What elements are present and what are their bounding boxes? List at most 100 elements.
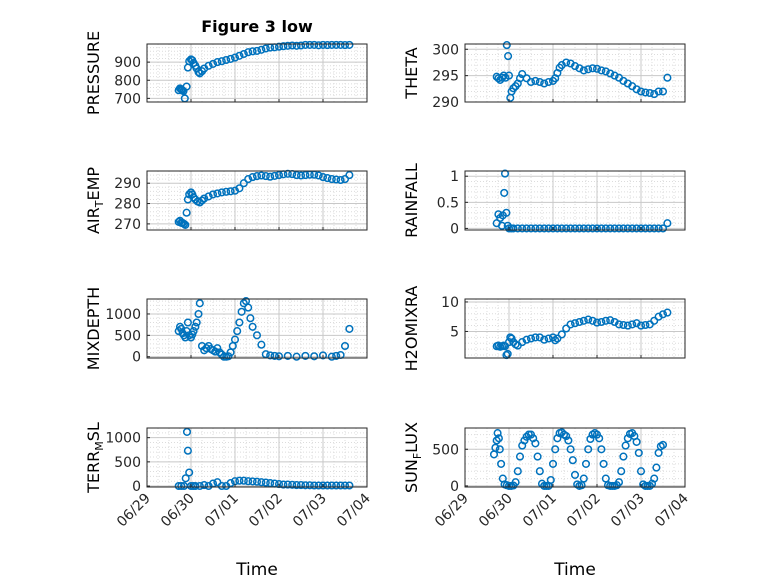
data-point [544, 224, 553, 233]
data-point [601, 316, 610, 325]
data-point [588, 224, 597, 233]
data-point [614, 320, 624, 329]
data-point [566, 320, 575, 329]
y-axis-label: H2OMIXRA [402, 286, 421, 372]
data-point [663, 73, 672, 82]
data-point [230, 53, 240, 62]
x-tick-label: 07/02 [564, 491, 604, 531]
data-point [332, 175, 341, 184]
data-point [584, 445, 593, 454]
data-point [597, 66, 606, 75]
data-point [235, 318, 244, 327]
data-point [248, 477, 257, 486]
data-point [540, 224, 549, 233]
x-tick-label: 07/01 [202, 491, 242, 531]
data-point [632, 85, 641, 94]
data-point [194, 309, 203, 319]
data-point [239, 49, 248, 59]
data-point [182, 82, 191, 91]
data-point [597, 317, 606, 327]
data-point [492, 436, 501, 445]
y-tick-label: 0 [450, 221, 459, 237]
data-point [551, 445, 560, 454]
data-point [497, 221, 507, 230]
y-tick-label: 500 [114, 455, 141, 471]
y-axis-label: SUNFLUX [402, 422, 424, 493]
y-axis-label: MIXDEPTH [84, 287, 103, 370]
data-point [663, 219, 672, 228]
subplot-6: 5 10 H2OMIXRA [402, 286, 686, 372]
data-point [553, 224, 562, 233]
data-point [174, 481, 183, 491]
data-point [601, 67, 610, 76]
data-point [336, 175, 345, 185]
subplot-4: 0 0.5 1 RAINFALL [402, 163, 686, 238]
data-point [500, 188, 509, 197]
data-point [185, 468, 194, 477]
subplot-7: 0 500 1000 06/29 06/30 07/01 07/02 07/03 07/04 TE… [84, 422, 374, 580]
data-point [235, 184, 244, 193]
x-tick-label: 07/03 [290, 491, 330, 531]
data-point [551, 336, 560, 345]
data-point [200, 481, 209, 490]
data-point [208, 190, 218, 199]
data-point [526, 224, 536, 233]
data-point [292, 171, 301, 180]
data-point [327, 40, 336, 49]
data-point [621, 441, 630, 450]
data-point [513, 467, 522, 476]
x-tick-label: 07/02 [246, 491, 286, 531]
data-point [239, 179, 248, 188]
data-point [562, 58, 571, 67]
data-point [204, 61, 213, 70]
data-point [592, 318, 602, 327]
data-point [213, 58, 222, 67]
data-point [292, 41, 301, 50]
data-point [305, 481, 314, 490]
data-point [318, 40, 328, 49]
data-point [586, 434, 595, 444]
y-tick-label: 900 [114, 55, 141, 71]
data-point [579, 316, 588, 325]
data-point [235, 476, 244, 485]
data-point [257, 171, 266, 180]
data-point [252, 331, 262, 340]
data-point [531, 333, 540, 342]
data-point [318, 173, 328, 182]
x-tick-label: 07/01 [520, 491, 560, 531]
data-point [500, 169, 510, 178]
data-point [305, 40, 314, 49]
data-point [181, 220, 190, 229]
data-point [592, 64, 602, 73]
data-point [252, 46, 262, 55]
data-point [200, 194, 209, 203]
data-point [327, 175, 336, 184]
data-point [597, 445, 606, 454]
data-point [636, 224, 646, 233]
data-point [208, 59, 218, 68]
y-tick-label: 0 [132, 350, 141, 366]
data-point [509, 84, 518, 93]
y-axis-label-subscript: M [93, 441, 106, 451]
data-point [606, 316, 615, 325]
data-point [283, 480, 292, 489]
data-point [623, 224, 632, 233]
data-point [570, 470, 580, 479]
y-axis-label: AIRTEMP [84, 167, 106, 234]
data-point [562, 432, 571, 441]
data-point [283, 41, 292, 50]
data-point [658, 224, 668, 233]
data-point [252, 172, 262, 181]
y-tick-label: 800 [114, 73, 141, 89]
data-point [222, 187, 231, 196]
data-point [336, 40, 345, 49]
data-point [261, 478, 270, 487]
y-axis-label-tail: EMP [84, 167, 103, 201]
x-axis-label: Time [553, 560, 596, 580]
data-point [535, 77, 544, 87]
axes-box [464, 43, 686, 103]
data-point [288, 41, 297, 50]
data-point [182, 427, 192, 436]
data-point [566, 224, 575, 233]
